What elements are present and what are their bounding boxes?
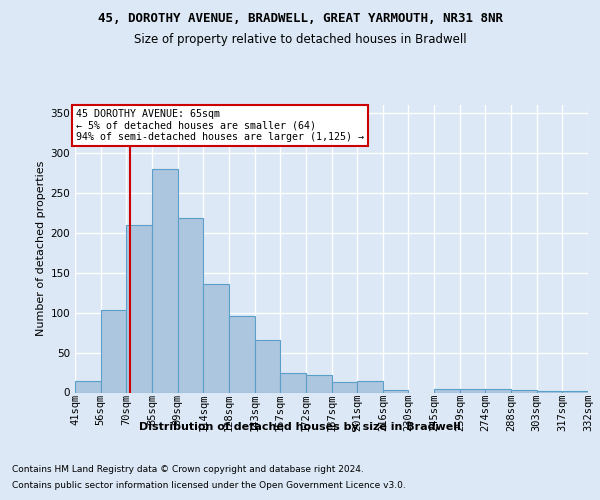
Bar — [331, 382, 357, 392]
Text: Contains HM Land Registry data © Crown copyright and database right 2024.: Contains HM Land Registry data © Crown c… — [12, 464, 364, 473]
Bar — [383, 390, 409, 392]
Bar — [485, 390, 511, 392]
Text: 45, DOROTHY AVENUE, BRADWELL, GREAT YARMOUTH, NR31 8NR: 45, DOROTHY AVENUE, BRADWELL, GREAT YARM… — [97, 12, 503, 26]
Bar — [280, 372, 306, 392]
Bar — [127, 225, 152, 392]
Text: Distribution of detached houses by size in Bradwell: Distribution of detached houses by size … — [139, 422, 461, 432]
Bar — [357, 382, 383, 392]
Bar — [460, 388, 485, 392]
Bar — [306, 375, 331, 392]
Bar — [537, 391, 562, 392]
Text: 45 DOROTHY AVENUE: 65sqm
← 5% of detached houses are smaller (64)
94% of semi-de: 45 DOROTHY AVENUE: 65sqm ← 5% of detache… — [76, 109, 364, 142]
Bar — [254, 340, 280, 392]
Bar — [203, 284, 229, 393]
Bar — [511, 390, 537, 392]
Bar — [101, 310, 127, 392]
Bar — [75, 382, 101, 392]
Bar — [562, 391, 588, 392]
Text: Contains public sector information licensed under the Open Government Licence v3: Contains public sector information licen… — [12, 480, 406, 490]
Text: Size of property relative to detached houses in Bradwell: Size of property relative to detached ho… — [134, 32, 466, 46]
Bar — [178, 218, 203, 392]
Bar — [152, 169, 178, 392]
Bar — [434, 390, 460, 392]
Bar — [229, 316, 254, 392]
Y-axis label: Number of detached properties: Number of detached properties — [36, 161, 46, 336]
